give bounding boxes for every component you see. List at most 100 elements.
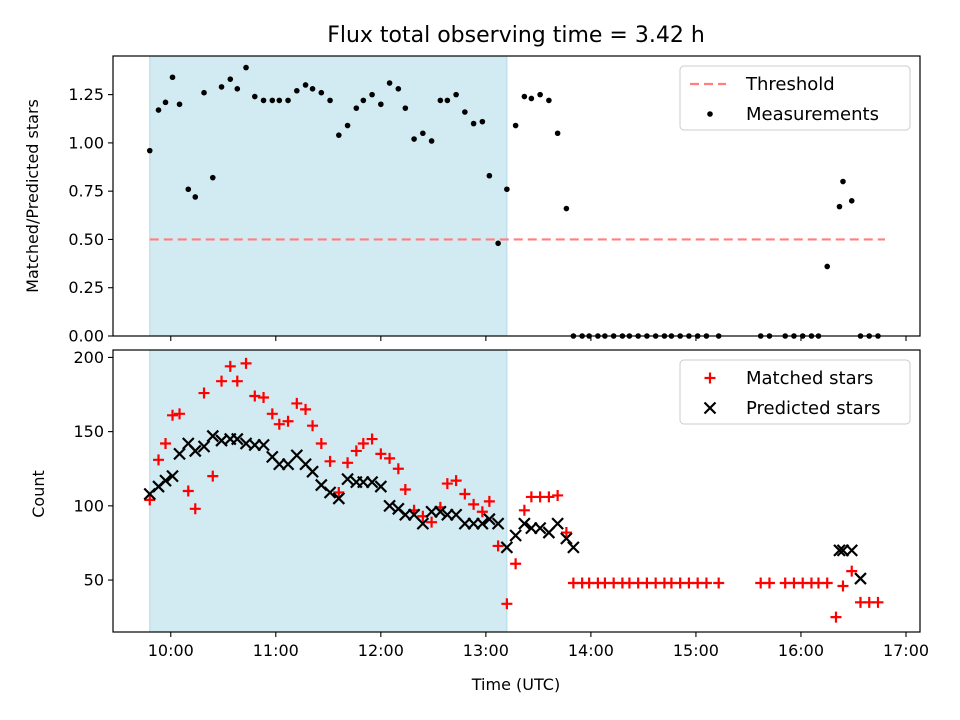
data-point	[554, 130, 561, 137]
data-point	[357, 438, 369, 450]
data-point	[479, 118, 486, 125]
data-point	[365, 475, 379, 489]
data-point	[251, 93, 258, 100]
y-tick-label: 0.50	[68, 230, 104, 249]
data-point	[824, 263, 831, 270]
data-point	[174, 408, 186, 420]
y-tick-label: 150	[73, 422, 104, 441]
y-tick-label: 1.00	[68, 133, 104, 152]
data-point	[159, 474, 172, 487]
data-point	[185, 186, 192, 193]
data-point	[243, 64, 249, 71]
data-point	[231, 432, 244, 446]
data-point	[459, 488, 471, 500]
data-point	[501, 598, 513, 610]
data-point	[444, 97, 451, 104]
data-point	[833, 544, 846, 557]
data-point	[518, 517, 531, 530]
data-point	[872, 596, 884, 608]
data-point	[378, 101, 384, 108]
data-point	[552, 489, 564, 501]
data-point	[476, 517, 489, 530]
data-point	[201, 89, 207, 96]
data-point	[521, 93, 528, 100]
data-point	[344, 122, 351, 129]
plot-frame	[112, 349, 921, 633]
data-point	[500, 541, 514, 554]
data-point	[260, 97, 267, 104]
x-tick-label: 15:00	[673, 641, 719, 660]
x-tick-label: 17:00	[883, 641, 929, 660]
data-point	[426, 516, 438, 528]
data-point	[188, 444, 202, 458]
data-point	[528, 95, 535, 102]
data-point	[350, 445, 362, 457]
top-panel: 0.00 0.25 0.50 0.75 1.00 1.25 Threshold Measure…	[68, 55, 921, 346]
data-point	[491, 517, 505, 530]
data-point	[492, 540, 504, 552]
data-point	[384, 452, 396, 464]
y-tick-label: 0.25	[68, 278, 104, 297]
data-point	[155, 107, 162, 113]
data-point	[160, 438, 172, 450]
x-tick-label: 10:00	[148, 641, 194, 660]
data-point	[300, 403, 312, 415]
legend: Threshold Measurements	[679, 65, 911, 131]
data-point	[453, 91, 459, 98]
y-tick-label: 0.00	[68, 327, 104, 346]
data-point	[315, 438, 327, 450]
data-point	[476, 506, 488, 518]
data-point	[197, 440, 211, 453]
data-point	[206, 429, 220, 443]
data-point	[512, 122, 519, 129]
data-point	[483, 495, 495, 507]
data-point	[386, 80, 393, 86]
data-point	[830, 611, 842, 623]
data-point	[392, 463, 404, 475]
data-point	[416, 517, 430, 530]
data-point	[336, 132, 342, 138]
y-tick-label: 100	[73, 496, 104, 515]
data-point	[218, 84, 225, 90]
data-point	[546, 97, 552, 104]
x-tick-label: 14:00	[568, 641, 614, 660]
data-point	[306, 465, 319, 478]
data-point	[462, 109, 468, 115]
legend-plus-icon	[704, 372, 716, 384]
data-point	[428, 138, 435, 144]
data-point	[153, 454, 165, 466]
data-point	[713, 577, 725, 589]
data-point	[486, 172, 493, 179]
data-point	[169, 74, 176, 81]
data-point	[273, 418, 285, 430]
data-point	[224, 360, 236, 372]
data-point	[240, 357, 252, 369]
x-axis-label: Time (UTC)	[471, 675, 560, 694]
legend-box	[679, 359, 911, 425]
data-point	[518, 504, 530, 516]
data-point	[198, 387, 210, 399]
data-point	[537, 91, 543, 98]
data-point	[369, 91, 375, 98]
data-point	[411, 136, 417, 142]
y-tick-label: 1.25	[68, 85, 104, 104]
data-point	[437, 97, 444, 104]
legend-label: Measurements	[746, 104, 879, 125]
data-point	[309, 86, 316, 92]
data-point	[276, 97, 283, 104]
data-point	[266, 408, 278, 420]
data-point	[342, 457, 354, 469]
top-y-axis-label: Matched/Predicted stars	[23, 99, 42, 293]
observing-window-shade	[149, 55, 508, 337]
legend-label: Threshold	[745, 74, 835, 95]
data-point	[395, 86, 402, 92]
data-point	[821, 577, 833, 589]
data-point	[560, 532, 573, 545]
data-point	[854, 572, 867, 585]
data-point	[285, 97, 291, 104]
data-point	[420, 130, 426, 137]
y-tick-label: 50	[84, 571, 104, 590]
data-point	[173, 447, 186, 461]
data-point	[291, 397, 303, 409]
data-point	[402, 105, 409, 111]
